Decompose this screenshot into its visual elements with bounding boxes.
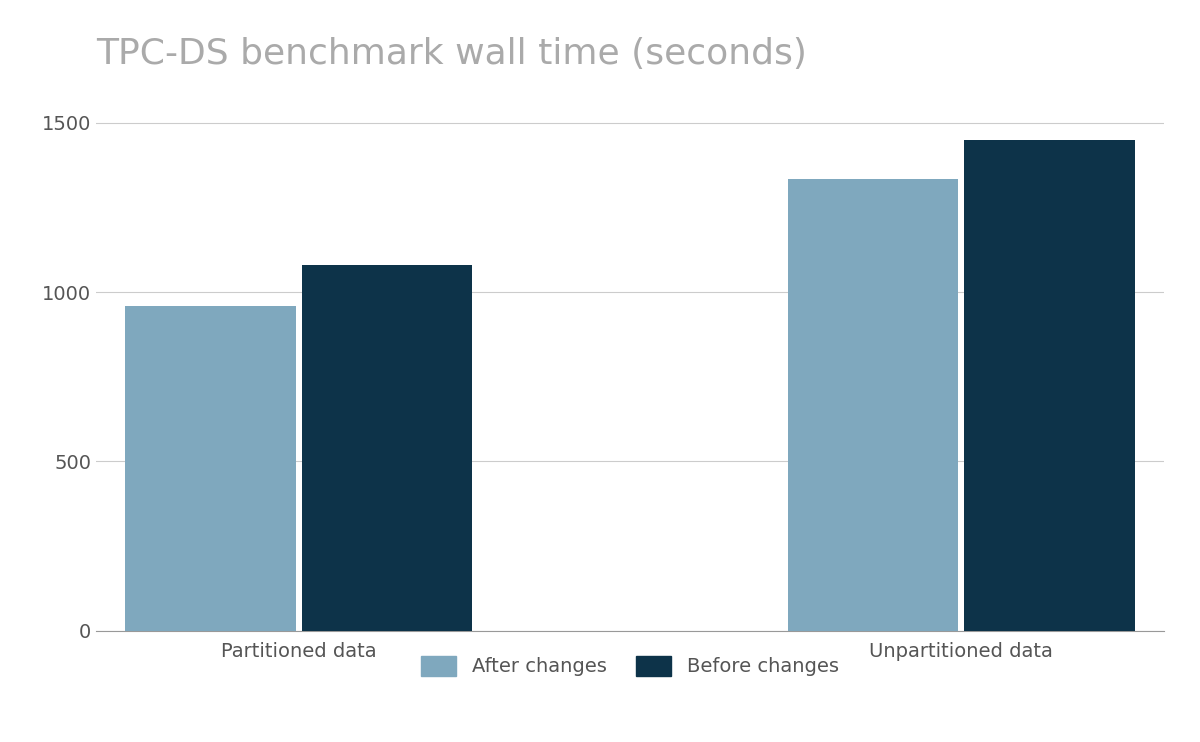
Bar xyxy=(301,265,473,631)
Bar xyxy=(787,179,959,631)
Text: TPC-DS benchmark wall time (seconds): TPC-DS benchmark wall time (seconds) xyxy=(96,37,806,71)
Bar xyxy=(125,306,296,631)
Bar xyxy=(964,139,1135,631)
Legend: After changes, Before changes: After changes, Before changes xyxy=(412,646,848,686)
